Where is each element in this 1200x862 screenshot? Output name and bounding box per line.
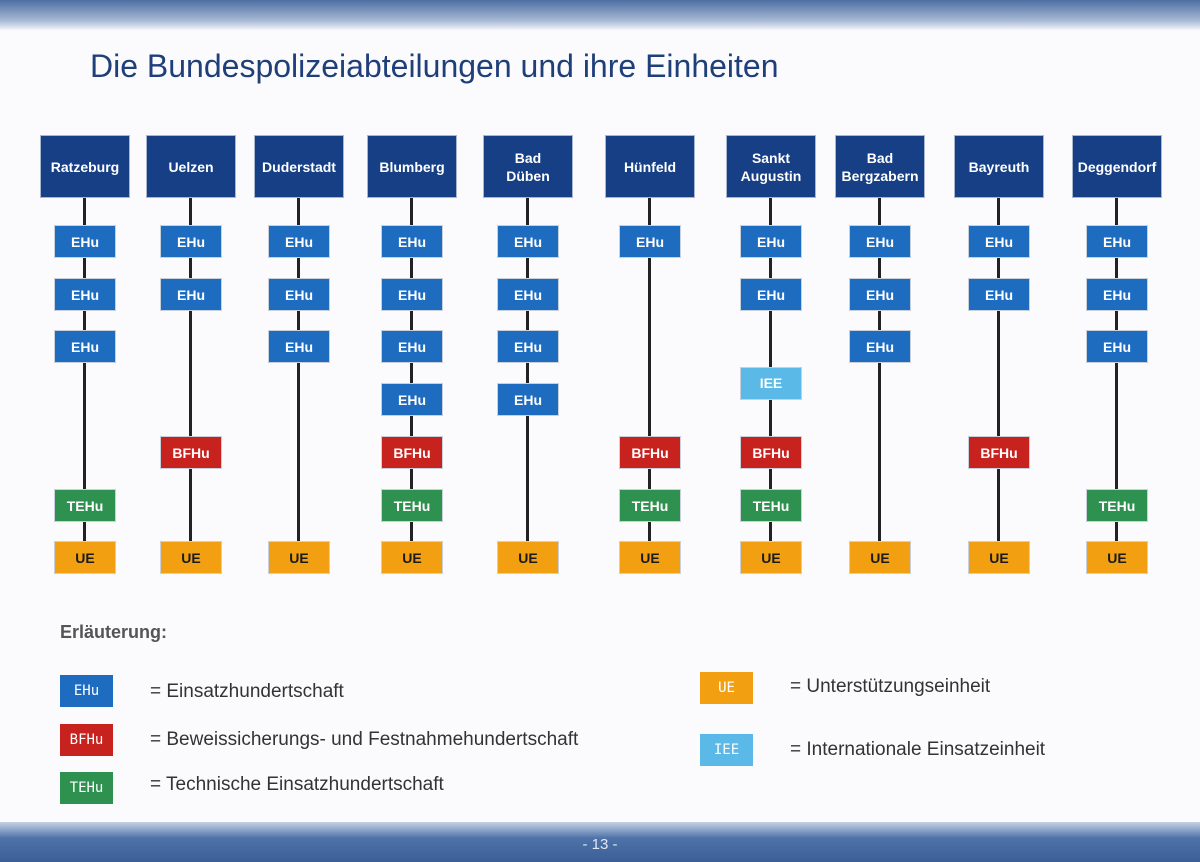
unit-ue: UE: [968, 541, 1030, 574]
legend-swatch-tehu: TEHu: [60, 772, 113, 804]
legend-swatch-iee: IEE: [700, 734, 753, 766]
unit-ehu: EHu: [968, 225, 1030, 258]
unit-tehu: TEHu: [1086, 489, 1148, 522]
unit-ue: UE: [740, 541, 802, 574]
division-header: Bayreuth: [954, 135, 1044, 198]
page-number: - 13 -: [582, 836, 618, 853]
unit-ehu: EHu: [619, 225, 681, 258]
legend-swatch-ehu: EHu: [60, 675, 113, 707]
division-column: Hünfeld EHu BFHu TEHu UE: [605, 135, 695, 580]
division-column: Duderstadt EHu EHu EHu UE: [254, 135, 344, 580]
unit-ehu: EHu: [54, 330, 116, 363]
unit-bfhu: BFHu: [968, 436, 1030, 469]
division-column: Bad Bergzabern EHu EHu EHu UE: [835, 135, 925, 580]
unit-ue: UE: [160, 541, 222, 574]
connector-line: [878, 195, 881, 551]
legend-label: = Beweissicherungs- und Festnahmehundert…: [150, 729, 579, 750]
unit-bfhu: BFHu: [740, 436, 802, 469]
top-band: [0, 0, 1200, 30]
legend-label: = Technische Einsatzhundertschaft: [150, 774, 444, 795]
connector-line: [1115, 195, 1118, 551]
unit-ehu: EHu: [1086, 330, 1148, 363]
unit-iee: IEE: [740, 366, 802, 400]
unit-bfhu: BFHu: [619, 436, 681, 469]
page-title: Die Bundespolizeiabteilungen und ihre Ei…: [90, 48, 779, 84]
legend-label: = Internationale Einsatzeinheit: [790, 739, 1046, 760]
unit-ue: UE: [619, 541, 681, 574]
division-header: Duderstadt: [254, 135, 344, 198]
division-header: Bad Düben: [483, 135, 573, 198]
division-column: Bad Düben EHu EHu EHu EHu UE: [483, 135, 573, 580]
unit-ehu: EHu: [1086, 225, 1148, 258]
unit-ehu: EHu: [381, 225, 443, 258]
unit-tehu: TEHu: [381, 489, 443, 522]
legend-swatch-ue: UE: [700, 672, 753, 704]
unit-tehu: TEHu: [54, 489, 116, 522]
unit-ehu: EHu: [54, 278, 116, 311]
bottom-band: [0, 822, 1200, 862]
unit-ehu: EHu: [381, 383, 443, 416]
connector-line: [83, 195, 86, 551]
division-header: Hünfeld: [605, 135, 695, 198]
unit-ue: UE: [1086, 541, 1148, 574]
unit-tehu: TEHu: [619, 489, 681, 522]
unit-ue: UE: [268, 541, 330, 574]
legend-label: = Einsatzhundertschaft: [150, 681, 344, 702]
unit-ehu: EHu: [849, 278, 911, 311]
unit-ehu: EHu: [849, 330, 911, 363]
connector-line: [297, 195, 300, 551]
legend-swatch-bfhu: BFHu: [60, 724, 113, 756]
unit-ehu: EHu: [497, 330, 559, 363]
legend-heading: Erläuterung:: [60, 622, 168, 642]
unit-ehu: EHu: [497, 383, 559, 416]
unit-ehu: EHu: [268, 330, 330, 363]
division-header: Deggendorf: [1072, 135, 1162, 198]
connector-line: [997, 195, 1000, 551]
unit-ehu: EHu: [268, 278, 330, 311]
division-column: Blumberg EHu EHu EHu EHu BFHu TEHu UE: [367, 135, 457, 580]
unit-ue: UE: [54, 541, 116, 574]
division-header: Ratzeburg: [40, 135, 130, 198]
division-column: Uelzen EHu EHu BFHu UE: [146, 135, 236, 580]
connector-line: [648, 195, 651, 551]
unit-ehu: EHu: [497, 225, 559, 258]
unit-ue: UE: [497, 541, 559, 574]
division-header: Sankt Augustin: [726, 135, 816, 198]
unit-ehu: EHu: [381, 330, 443, 363]
connector-line: [189, 195, 192, 551]
unit-ehu: EHu: [849, 225, 911, 258]
division-header: Uelzen: [146, 135, 236, 198]
connector-line: [526, 195, 529, 551]
unit-ehu: EHu: [968, 278, 1030, 311]
division-header: Bad Bergzabern: [835, 135, 925, 198]
unit-ehu: EHu: [1086, 278, 1148, 311]
unit-ehu: EHu: [381, 278, 443, 311]
unit-ehu: EHu: [497, 278, 559, 311]
unit-ehu: EHu: [740, 278, 802, 311]
unit-ue: UE: [381, 541, 443, 574]
unit-ehu: EHu: [54, 225, 116, 258]
unit-ehu: EHu: [160, 225, 222, 258]
division-column: Bayreuth EHu EHu BFHu UE: [954, 135, 1044, 580]
unit-ehu: EHu: [740, 225, 802, 258]
legend-label: = Unterstützungseinheit: [790, 676, 991, 697]
division-header: Blumberg: [367, 135, 457, 198]
unit-ehu: EHu: [160, 278, 222, 311]
connector-line: [410, 195, 413, 551]
division-column: Ratzeburg EHu EHu EHu TEHu UE: [40, 135, 130, 580]
unit-tehu: TEHu: [740, 489, 802, 522]
unit-ue: UE: [849, 541, 911, 574]
unit-bfhu: BFHu: [381, 436, 443, 469]
unit-ehu: EHu: [268, 225, 330, 258]
division-column: Deggendorf EHu EHu EHu TEHu UE: [1072, 135, 1162, 580]
unit-bfhu: BFHu: [160, 436, 222, 469]
division-column: Sankt Augustin EHu EHu IEE BFHu TEHu UE: [726, 135, 816, 580]
